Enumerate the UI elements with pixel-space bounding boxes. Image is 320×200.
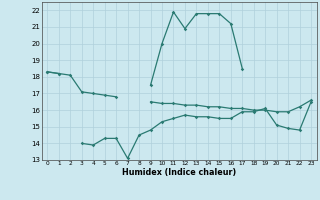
X-axis label: Humidex (Indice chaleur): Humidex (Indice chaleur) <box>122 168 236 177</box>
